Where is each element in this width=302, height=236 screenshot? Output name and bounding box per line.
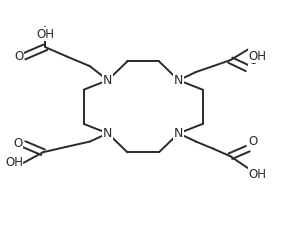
Text: OH: OH: [37, 28, 54, 41]
Text: OH: OH: [249, 50, 266, 63]
Text: O: O: [249, 54, 258, 67]
Text: OH: OH: [249, 168, 266, 181]
Text: O: O: [14, 137, 23, 151]
Text: N: N: [103, 74, 112, 87]
Text: O: O: [14, 50, 24, 63]
Text: N: N: [174, 74, 183, 87]
Text: N: N: [103, 127, 112, 140]
Text: N: N: [174, 127, 183, 140]
Text: OH: OH: [5, 156, 23, 169]
Text: O: O: [249, 135, 258, 148]
